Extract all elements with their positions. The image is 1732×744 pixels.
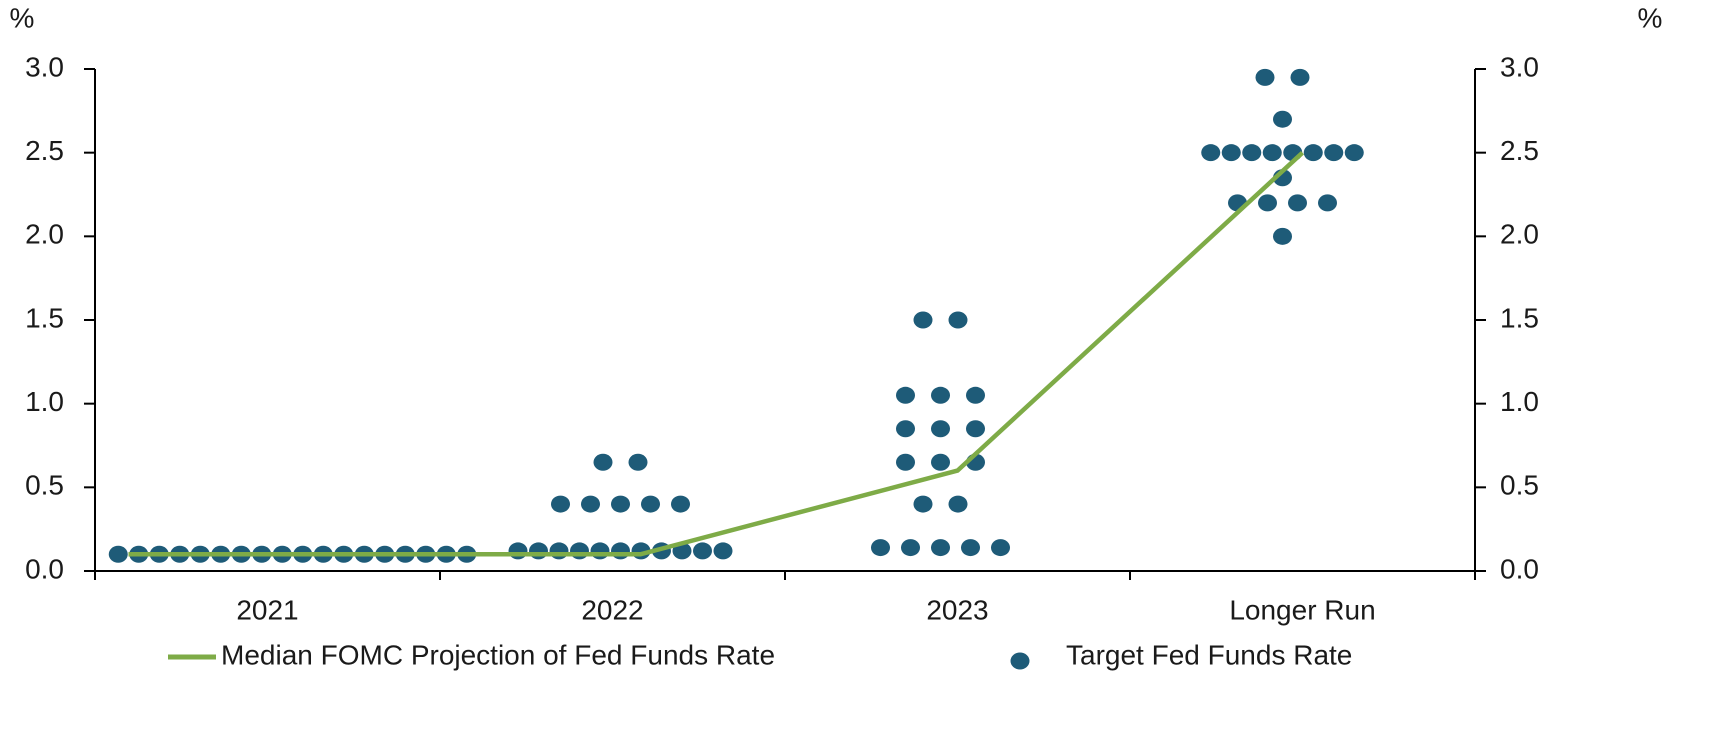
y-tick-label: 1.0 bbox=[25, 386, 64, 417]
y2-axis-unit: % bbox=[1638, 2, 1663, 33]
y-axis-unit: % bbox=[10, 2, 35, 33]
x-tick-label: 2021 bbox=[236, 594, 298, 625]
dot bbox=[896, 420, 915, 438]
dot bbox=[931, 386, 950, 404]
dot bbox=[1273, 227, 1292, 245]
dot bbox=[713, 542, 733, 560]
dot bbox=[611, 542, 630, 560]
y-tick-label: 0.0 bbox=[25, 553, 64, 584]
y-tick-label: 3.0 bbox=[25, 51, 64, 82]
dot bbox=[896, 453, 915, 471]
x-tick-label: 2023 bbox=[926, 594, 988, 625]
dot bbox=[991, 539, 1010, 557]
dot bbox=[671, 495, 690, 513]
legend-label: Median FOMC Projection of Fed Funds Rate bbox=[221, 639, 775, 670]
dot bbox=[913, 495, 933, 513]
y2-tick-label: 2.5 bbox=[1500, 135, 1539, 166]
dot bbox=[871, 539, 890, 557]
dot bbox=[508, 542, 528, 560]
y2-tick-label: 0.0 bbox=[1500, 553, 1539, 584]
dot bbox=[108, 545, 128, 563]
dot bbox=[1303, 144, 1323, 162]
dot bbox=[693, 542, 712, 560]
dot bbox=[1201, 144, 1221, 162]
y2-tick-label: 3.0 bbox=[1500, 51, 1539, 82]
dot bbox=[628, 453, 648, 471]
dot bbox=[570, 542, 589, 560]
dot bbox=[529, 542, 548, 560]
dot bbox=[1344, 144, 1364, 162]
x-tick-label: 2022 bbox=[581, 594, 643, 625]
dot bbox=[948, 495, 968, 513]
y-tick-label: 2.5 bbox=[25, 135, 64, 166]
dot bbox=[593, 453, 613, 471]
x-tick-label: Longer Run bbox=[1229, 594, 1375, 625]
dot bbox=[931, 453, 950, 471]
y2-tick-label: 2.0 bbox=[1500, 219, 1539, 250]
dot bbox=[901, 539, 920, 557]
dot bbox=[1288, 194, 1307, 212]
legend-dot bbox=[1010, 652, 1030, 670]
dot bbox=[1221, 144, 1241, 162]
y-tick-label: 1.5 bbox=[25, 302, 64, 333]
dot bbox=[1258, 194, 1277, 212]
dot bbox=[1255, 68, 1275, 86]
legend-label: Target Fed Funds Rate bbox=[1066, 639, 1352, 670]
dot bbox=[948, 311, 968, 329]
dot bbox=[590, 542, 610, 560]
y-tick-label: 0.5 bbox=[25, 470, 64, 501]
dot bbox=[931, 420, 950, 438]
dot bbox=[1324, 144, 1344, 162]
dot bbox=[1273, 110, 1292, 128]
dot bbox=[1318, 194, 1337, 212]
y2-tick-label: 1.5 bbox=[1500, 302, 1539, 333]
dot bbox=[913, 311, 933, 329]
dot bbox=[1290, 68, 1310, 86]
y2-tick-label: 0.5 bbox=[1500, 470, 1539, 501]
dot bbox=[966, 420, 985, 438]
dot bbox=[611, 495, 630, 513]
y-tick-label: 2.0 bbox=[25, 219, 64, 250]
dot bbox=[549, 542, 569, 560]
dot bbox=[581, 495, 600, 513]
dot bbox=[966, 386, 985, 404]
median-line bbox=[128, 151, 1305, 557]
dot bbox=[896, 386, 915, 404]
dot bbox=[931, 539, 950, 557]
dot bbox=[641, 495, 660, 513]
dot bbox=[961, 539, 980, 557]
dot bbox=[1262, 144, 1282, 162]
dot bbox=[551, 495, 570, 513]
y2-tick-label: 1.0 bbox=[1500, 386, 1539, 417]
dot bbox=[1242, 144, 1262, 162]
